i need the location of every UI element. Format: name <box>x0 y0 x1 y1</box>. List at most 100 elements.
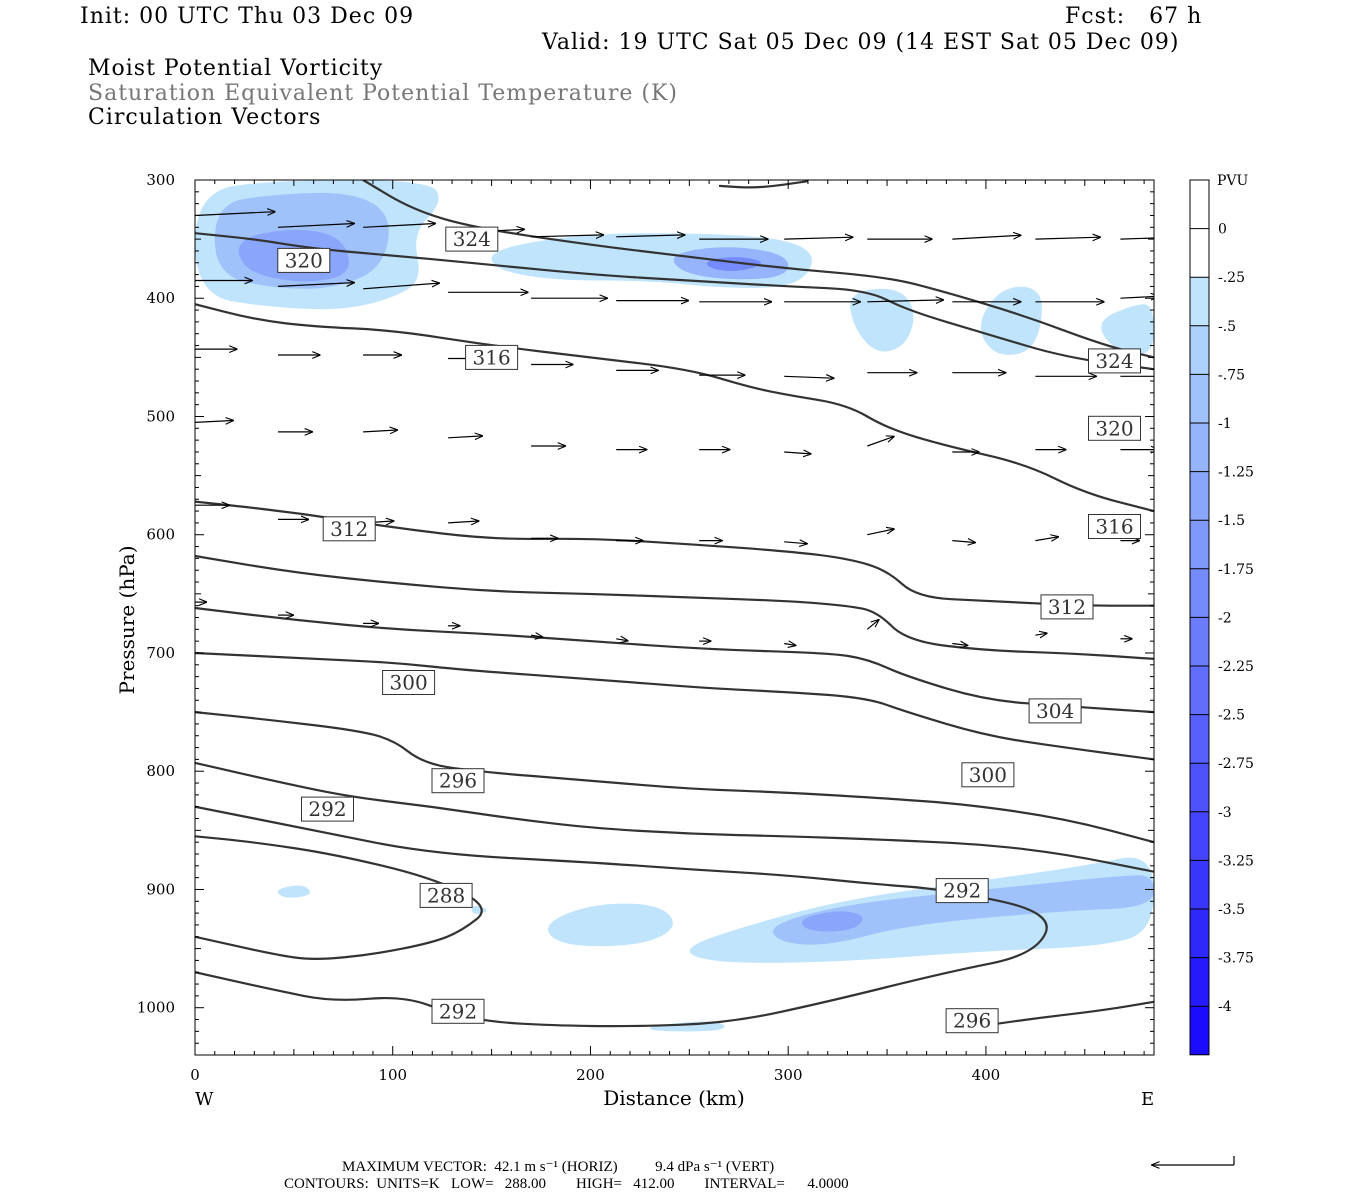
contour-label: 300 <box>969 763 1007 787</box>
contour-label-box <box>465 344 519 370</box>
contour-label-box <box>277 247 331 273</box>
circulation-vector <box>952 235 1020 240</box>
contour-label: 300 <box>390 671 428 695</box>
contour-info: CONTOURS: UNITS=K LOW= 288.00 HIGH= 412.… <box>284 1176 849 1192</box>
contour-label-box <box>445 226 499 252</box>
pv-shaded-region <box>471 905 487 914</box>
colorbar-swatch <box>1190 763 1209 812</box>
circulation-vector <box>363 283 439 290</box>
contour-label: 292 <box>308 797 346 821</box>
contour-label-box <box>945 1008 999 1034</box>
theta-e-contour-324 <box>362 180 1154 359</box>
forecast-hour: Fcst: 67 h <box>1065 4 1203 29</box>
colorbar-label: -.25 <box>1218 270 1245 286</box>
y-tick-label: 500 <box>146 407 175 425</box>
colorbar-label: -3 <box>1218 805 1232 821</box>
x-end-label-west: W <box>195 1089 214 1110</box>
colorbar-label: -3.5 <box>1218 902 1245 918</box>
contour-label-box <box>322 516 376 542</box>
y-tick-label: 1000 <box>137 999 175 1017</box>
contour-label: 296 <box>953 1009 991 1033</box>
colorbar-swatch <box>1190 860 1209 909</box>
valid-time: Valid: 19 UTC Sat 05 Dec 09 (14 EST Sat … <box>542 30 1180 55</box>
colorbar-swatch <box>1190 714 1209 764</box>
pv-shaded-region <box>772 875 1154 945</box>
contour-label: 316 <box>473 345 511 369</box>
colorbar-swatch <box>1190 228 1209 278</box>
theta-e-contour-308 <box>195 554 1154 660</box>
contour-label: 316 <box>1095 515 1133 539</box>
theta-e-contour-296 <box>195 711 1154 844</box>
y-tick-label: 300 <box>146 171 175 189</box>
pv-shaded-region <box>277 885 310 898</box>
colorbar-swatch <box>1190 909 1209 958</box>
theta-e-contour-320 <box>195 232 1154 371</box>
pv-shaded-region <box>548 903 673 947</box>
contour-label-box <box>431 998 485 1024</box>
pv-shaded-region <box>1101 304 1154 355</box>
circulation-vector <box>867 437 894 447</box>
circulation-vector <box>531 235 603 237</box>
colorbar-swatch <box>1190 520 1209 569</box>
y-tick-label: 400 <box>146 289 175 307</box>
colorbar-unit: PVU <box>1217 173 1249 189</box>
contour-label: 320 <box>285 248 323 272</box>
theta-e-contour-324 <box>718 180 809 189</box>
colorbar-label: -2 <box>1218 610 1232 626</box>
circulation-vector <box>1120 237 1154 240</box>
circulation-vector <box>277 224 354 228</box>
colorbar-swatch <box>1190 617 1209 666</box>
y-tick-label: 800 <box>146 762 175 780</box>
circulation-vector <box>867 300 943 302</box>
pv-shaded-region <box>980 286 1042 355</box>
pv-shaded-region <box>802 911 863 932</box>
colorbar-swatch <box>1190 666 1209 715</box>
circulation-vector <box>952 541 975 543</box>
colorbar-label: -.5 <box>1218 319 1236 335</box>
field-title-pv: Moist Potential Vorticity <box>88 56 384 81</box>
reference-vector-arrow <box>1152 1156 1235 1165</box>
colorbar-label: -1.25 <box>1218 465 1254 481</box>
colorbar-label: -2.5 <box>1218 708 1245 724</box>
colorbar-swatch <box>1190 374 1209 423</box>
circulation-vector <box>363 430 397 432</box>
colorbar-swatch <box>1190 957 1209 1007</box>
contour-label: 304 <box>1036 699 1074 723</box>
contour-label-box <box>1088 514 1141 539</box>
circulation-vector <box>195 212 275 217</box>
circulation-vector <box>784 542 807 544</box>
circulation-vector <box>616 235 684 237</box>
colorbar-label: -1.75 <box>1218 562 1254 578</box>
circulation-vector <box>448 436 482 438</box>
colorbar-swatch <box>1190 325 1209 375</box>
contour-label-box <box>301 796 354 822</box>
contour-label: 324 <box>453 227 491 251</box>
theta-e-contour-288 <box>195 835 483 960</box>
circulation-vector <box>784 644 795 646</box>
colorbar-label: -3.25 <box>1218 853 1254 869</box>
x-tick-label: 400 <box>972 1066 1001 1084</box>
contour-label-box <box>382 670 436 695</box>
circulation-vector <box>195 421 233 423</box>
field-title-theta: Saturation Equivalent Potential Temperat… <box>88 81 678 106</box>
contour-label: 312 <box>330 517 368 541</box>
colorbar-swatch <box>1190 568 1209 618</box>
contour-label: 292 <box>943 879 981 903</box>
init-time: Init: 00 UTC Thu 03 Dec 09 <box>80 4 415 29</box>
contour-label: 292 <box>439 999 477 1023</box>
x-tick-label: 100 <box>378 1066 407 1084</box>
circulation-vector <box>952 644 967 646</box>
circulation-vector <box>784 376 833 378</box>
contour-label: 312 <box>1048 595 1086 619</box>
circulation-vector <box>531 635 542 637</box>
y-tick-label: 700 <box>146 644 175 662</box>
circulation-vector <box>448 521 478 523</box>
contour-label: 324 <box>1095 349 1133 373</box>
colorbar-swatch <box>1190 471 1209 521</box>
y-axis-label: Pressure (hPa) <box>115 546 139 695</box>
colorbar-label: -3.75 <box>1218 951 1254 967</box>
colorbar-swatch <box>1190 277 1209 326</box>
colorbar-label: -.75 <box>1218 367 1245 383</box>
theta-e-contour-304 <box>195 606 1154 714</box>
